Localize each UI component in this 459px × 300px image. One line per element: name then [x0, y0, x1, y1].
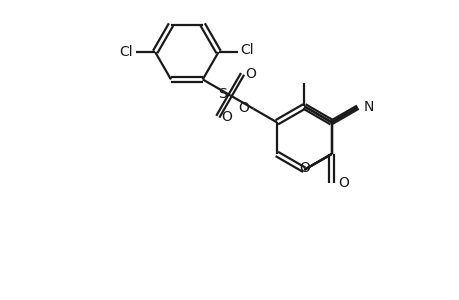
Text: S: S: [218, 87, 227, 101]
Text: O: O: [238, 101, 249, 115]
Text: Cl: Cl: [240, 43, 254, 57]
Text: O: O: [298, 161, 309, 175]
Text: O: O: [338, 176, 349, 190]
Text: N: N: [363, 100, 373, 114]
Text: O: O: [220, 110, 231, 124]
Text: Cl: Cl: [119, 45, 133, 59]
Text: O: O: [245, 67, 256, 81]
